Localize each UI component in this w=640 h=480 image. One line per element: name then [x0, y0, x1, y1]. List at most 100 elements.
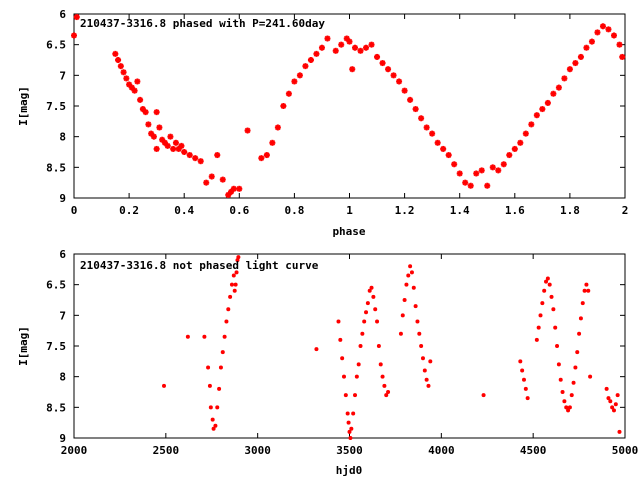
unphased-data-point [578, 316, 583, 321]
phased-data-point [462, 179, 469, 186]
phased-plot-xlabel: phase [332, 225, 365, 238]
phased-data-point [197, 158, 204, 165]
phased-data-point [506, 152, 513, 159]
unphased-data-point [564, 405, 569, 410]
phased-data-point [533, 112, 540, 119]
phased-data-point [363, 44, 370, 51]
unphased-data-point [617, 429, 622, 434]
phased-data-point [145, 121, 152, 128]
unphased-xtick-label: 4000 [428, 444, 455, 457]
phased-data-point [390, 72, 397, 79]
unphased-data-point [222, 334, 227, 339]
phased-data-point [396, 78, 403, 85]
phased-data-point [456, 170, 463, 177]
phased-data-point [349, 66, 356, 73]
phased-plot-title: 210437-3316.8 phased with P=241.60day [80, 17, 325, 30]
unphased-data-point [185, 334, 190, 339]
unphased-data-point [536, 325, 541, 330]
unphased-data-point [349, 426, 354, 431]
unphased-data-point [314, 347, 319, 352]
unphased-data-point [207, 383, 212, 388]
phased-plot: 0 0.2 0.4 0.6 0.8 1 1.2 1.4 1.6 1.8 2 6 6.5 7 7.5 8 8.5 9… [17, 8, 628, 238]
phased-data-point [137, 96, 144, 103]
phased-data-point [500, 161, 507, 168]
unphased-data-point [520, 368, 525, 373]
phased-data-point [123, 75, 130, 82]
unphased-data-point [417, 331, 422, 336]
unphased-data-point [208, 405, 213, 410]
phased-data-point [181, 149, 188, 155]
unphased-data-point [411, 285, 416, 290]
phased-data-point [153, 145, 160, 152]
phased-data-point [511, 145, 518, 152]
unphased-data-point [161, 383, 166, 388]
unphased-data-point [367, 288, 372, 293]
phased-data-point [203, 179, 210, 186]
phased-data-point [528, 121, 535, 128]
phased-plot-points [71, 14, 626, 198]
unphased-data-point [210, 417, 215, 422]
unphased-data-point [400, 313, 405, 318]
phased-data-point [134, 78, 141, 85]
unphased-data-point [340, 356, 345, 361]
unphased-xtick-label: 2500 [153, 444, 180, 457]
unphased-data-point [229, 282, 234, 287]
unphased-plot-title: 210437-3316.8 not phased light curve [80, 259, 319, 272]
phased-data-point [318, 44, 325, 51]
phased-data-point [561, 75, 568, 82]
phased-data-point [440, 145, 447, 152]
phased-data-point [583, 44, 590, 51]
phased-plot-ticks: 0 0.2 0.4 0.6 0.8 1 1.2 1.4 1.6 1.8 2 6 6.5 7 7.5 8 8.5 9 [46, 8, 628, 217]
unphased-ytick-label: 7.5 [46, 340, 66, 353]
unphased-data-point [233, 282, 238, 287]
phased-data-point [517, 139, 524, 146]
phased-data-point [429, 130, 436, 137]
unphased-data-point [584, 282, 589, 287]
phased-data-point [219, 176, 226, 183]
unphased-data-point [384, 393, 389, 398]
unphased-data-point [402, 298, 407, 302]
unphased-data-point [236, 255, 241, 260]
unphased-data-point [422, 368, 427, 373]
unphased-data-point [373, 307, 378, 312]
unphased-data-point [566, 408, 571, 413]
phased-data-point [115, 57, 122, 63]
phased-ytick-label: 7 [59, 69, 66, 82]
unphased-data-point [218, 365, 223, 370]
unphased-data-point [424, 377, 429, 382]
phased-data-point [445, 152, 452, 159]
unphased-data-point [206, 365, 211, 370]
phased-data-point [208, 173, 215, 180]
unphased-ytick-label: 8 [59, 371, 66, 384]
unphased-ytick-label: 9 [59, 432, 66, 445]
phased-data-point [280, 103, 287, 109]
unphased-data-point [346, 420, 351, 425]
phased-data-point [539, 106, 546, 113]
unphased-data-point [360, 331, 365, 336]
phased-data-point [550, 90, 557, 97]
phased-data-point [164, 142, 171, 149]
phased-data-point [346, 38, 353, 45]
unphased-data-point [382, 383, 387, 388]
unphased-plot-frame [73, 253, 626, 439]
unphased-data-point [378, 362, 383, 367]
unphased-plot-ylabel: I[mag] [17, 326, 30, 366]
unphased-data-point [338, 337, 343, 342]
phased-data-point [307, 57, 314, 63]
phased-data-point [338, 41, 345, 48]
unphased-data-point [556, 362, 561, 367]
phased-xtick-label: 1.4 [450, 204, 470, 217]
unphased-data-point [228, 294, 233, 299]
phased-data-point [73, 14, 80, 21]
unphased-data-point [560, 390, 565, 394]
unphased-data-point [575, 350, 580, 355]
unphased-data-point [540, 301, 545, 306]
phased-data-point [186, 152, 193, 159]
phased-data-point [522, 130, 529, 137]
unphased-data-point [220, 350, 225, 355]
unphased-xtick-label: 5000 [612, 444, 639, 457]
unphased-data-point [588, 374, 593, 379]
phased-data-point [478, 167, 485, 174]
unphased-data-point [604, 386, 609, 391]
unphased-data-point [404, 282, 409, 287]
